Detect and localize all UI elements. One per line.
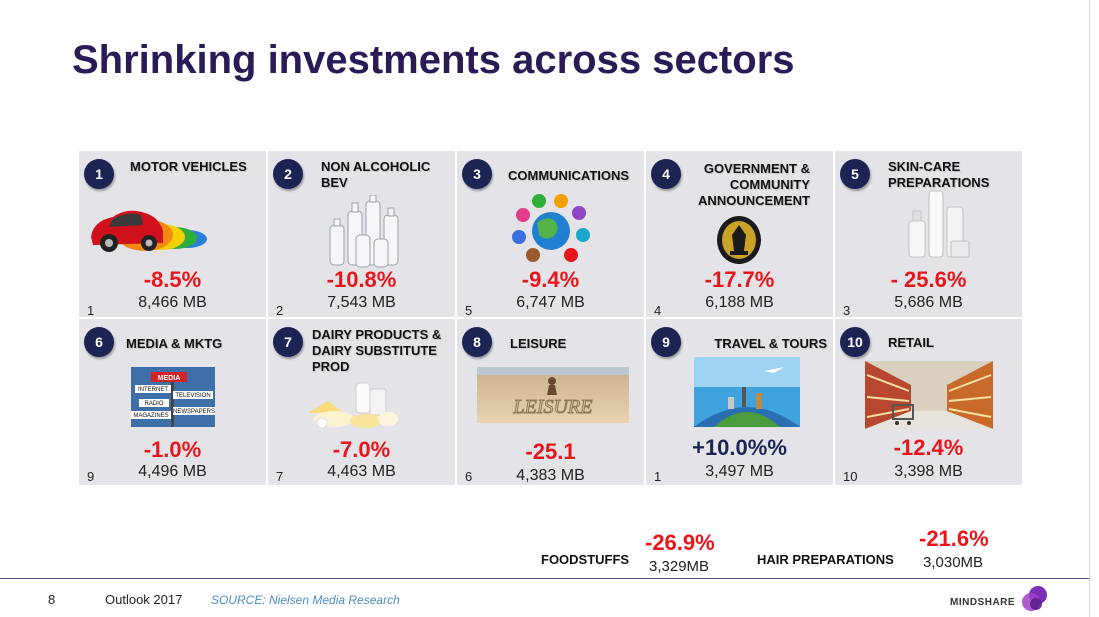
- tile-change-percent: -10.8%: [326, 267, 397, 292]
- tile-government-community: 4 GOVERNMENT & COMMUNITY ANNOUNCEMENT -1…: [646, 151, 833, 317]
- tile-sector-name: RETAIL: [888, 335, 934, 350]
- page-number: 8: [48, 592, 56, 607]
- tile-number-badge: 4: [651, 159, 681, 189]
- tile-change-percent: -17.7%: [704, 267, 775, 292]
- tile-change-percent: -9.4%: [521, 267, 580, 292]
- extra-spend-hair-preparations: 3,030MB: [923, 554, 984, 571]
- sign-media: MEDIA: [158, 375, 181, 382]
- footer-divider: [0, 578, 1089, 579]
- tile-rank: 2: [276, 303, 284, 317]
- tile-spend: 3,497 MB: [705, 463, 774, 480]
- tile-sector-name: COMMUNICATIONS: [508, 168, 630, 183]
- tile-spend: 5,686 MB: [894, 294, 963, 311]
- tile-non-alcoholic-bev: 2 NON ALCOHOLIC BEV -10.8% 7,543 MB 2: [268, 151, 455, 317]
- tile-leisure: 8 LEISURE LEISURE -25.1 4,383 MB 6: [457, 319, 644, 485]
- extra-label-foodstuffs: FOODSTUFFS: [541, 552, 630, 567]
- tile-change-percent: +10.0%%: [692, 435, 787, 460]
- tile-spend: 3,398 MB: [894, 463, 963, 480]
- sign-radio: RADIO: [144, 401, 163, 407]
- tile-retail: 10 RETAIL -12.4% 3,398 MB 10: [835, 319, 1022, 485]
- tile-sector-name: MEDIA & MKTG: [126, 336, 223, 351]
- tile-rank: 9: [87, 469, 95, 484]
- beach-leisure-icon: LEISURE: [477, 367, 629, 423]
- tile-number-badge: 10: [840, 327, 870, 357]
- tile-motor-vehicles: 1 MOTOR VEHICLES -8.5% 8,466 MB 1: [79, 151, 266, 317]
- tile-rank: 1: [654, 469, 662, 484]
- tile-travel-tours: 9 TRAVEL & TOURS +10.0%% 3,497 MB 1: [646, 319, 833, 485]
- tile-media-mktg: 6 MEDIA & MKTG MEDIA INTERNET TELEVISION…: [79, 319, 266, 485]
- mindshare-logo-icon: [1022, 586, 1047, 611]
- tile-change-percent: -12.4%: [893, 435, 964, 460]
- tile-number-badge: 3: [462, 159, 492, 189]
- tile-number-badge: 1: [84, 159, 114, 189]
- tile-change-percent: -8.5%: [143, 267, 202, 292]
- sign-internet: INTERNET: [138, 387, 168, 393]
- tile-number-badge: 6: [84, 327, 114, 357]
- sign-newspapers: NEWSPAPERS: [173, 409, 215, 415]
- skincare-bottles-icon: [908, 190, 970, 258]
- tile-spend: 7,543 MB: [327, 294, 396, 311]
- tile-rank: 1: [87, 303, 95, 317]
- extra-pct-hair-preparations: -21.6%: [919, 526, 989, 551]
- bottles-icon: [329, 195, 399, 268]
- sand-writing: LEISURE: [513, 396, 593, 418]
- tile-number-badge: 5: [840, 159, 870, 189]
- brand-wordmark: MINDSHARE: [950, 597, 1016, 608]
- extra-spend-foodstuffs: 3,329MB: [649, 558, 710, 575]
- tile-change-percent: -1.0%: [143, 437, 202, 462]
- tile-rank: 4: [654, 303, 662, 317]
- extra-label-hair-preparations: HAIR PREPARATIONS: [757, 552, 894, 567]
- tile-sector-name: NON ALCOHOLIC BEV: [321, 159, 431, 190]
- tile-number-badge: 8: [462, 327, 492, 357]
- tile-sector-name: GOVERNMENT & COMMUNITY ANNOUNCEMENT: [698, 161, 810, 208]
- footer-outlook: Outlook 2017: [105, 592, 183, 607]
- government-seal-icon: [717, 216, 761, 264]
- supermarket-aisle-icon: [865, 361, 993, 429]
- tile-rank: 3: [843, 303, 851, 317]
- tile-sector-name: DAIRY PRODUCTS & DAIRY SUBSTITUTE PROD: [312, 327, 442, 374]
- travel-globe-icon: [694, 357, 800, 427]
- tile-spend: 8,466 MB: [138, 294, 207, 311]
- tile-spend: 6,188 MB: [705, 294, 774, 311]
- footer-source: SOURCE: Nielsen Media Research: [211, 593, 400, 607]
- globe-apps-icon: [512, 194, 590, 262]
- tile-change-percent: -25.1: [525, 439, 576, 464]
- tile-communications: 3 COMMUNICATIONS -9.4% 6,747 MB 5: [457, 151, 644, 317]
- tile-change-percent: -7.0%: [332, 437, 391, 462]
- tile-rank: 10: [843, 469, 858, 484]
- tile-dairy-products: 7 DAIRY PRODUCTS & DAIRY SUBSTITUTE PROD…: [268, 319, 455, 485]
- sign-magazines: MAGAZINES: [133, 413, 168, 419]
- slide-title: Shrinking investments across sectors: [72, 38, 795, 82]
- tile-number-badge: 2: [273, 159, 303, 189]
- cars-icon: [91, 210, 207, 252]
- tile-rank: 5: [465, 303, 473, 317]
- tile-sector-name: TRAVEL & TOURS: [714, 336, 827, 351]
- sector-grid: 1 MOTOR VEHICLES -8.5% 8,466 MB 1 2 NON …: [79, 151, 1025, 487]
- sign-television: TELEVISION: [175, 393, 210, 399]
- tile-spend: 6,747 MB: [516, 294, 585, 311]
- tile-change-percent: - 25.6%: [890, 267, 967, 292]
- tile-sector-name: LEISURE: [510, 336, 567, 351]
- tile-skin-care: 5 SKIN-CARE PREPARATIONS - 25.6% 5,686 M…: [835, 151, 1022, 317]
- tile-spend: 4,463 MB: [327, 463, 396, 480]
- dairy-products-icon: [308, 382, 398, 429]
- tile-sector-name: MOTOR VEHICLES: [130, 159, 247, 174]
- tile-number-badge: 7: [273, 327, 303, 357]
- tile-spend: 4,383 MB: [516, 467, 585, 484]
- media-signpost-icon: MEDIA INTERNET TELEVISION RADIO MAGAZINE…: [131, 367, 215, 427]
- extra-pct-foodstuffs: -26.9%: [645, 530, 715, 555]
- tile-spend: 4,496 MB: [138, 463, 207, 480]
- tile-sector-name: SKIN-CARE PREPARATIONS: [888, 159, 990, 190]
- tile-number-badge: 9: [651, 327, 681, 357]
- tile-rank: 6: [465, 469, 473, 484]
- tile-rank: 7: [276, 469, 284, 484]
- slide-right-border: [1089, 0, 1090, 617]
